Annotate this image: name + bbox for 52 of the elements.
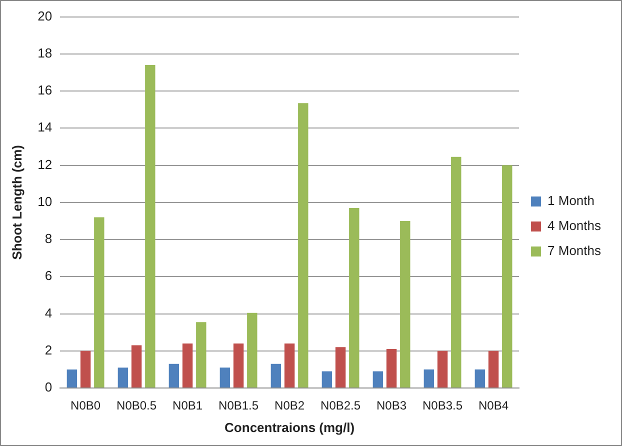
x-tick-label: N0B2 <box>274 398 305 413</box>
bar <box>349 208 360 388</box>
bar <box>372 371 384 388</box>
bar <box>386 349 397 388</box>
x-tick-label: N0B0 <box>70 398 101 413</box>
bar <box>488 350 499 388</box>
bar <box>94 217 104 388</box>
bar <box>270 364 282 388</box>
x-tick-label: N0B3.5 <box>422 398 463 413</box>
bar <box>424 369 434 388</box>
bar <box>322 371 332 388</box>
y-tick-label: 2 <box>44 342 52 358</box>
bar <box>182 343 193 388</box>
x-tick-label: N0B1 <box>172 398 203 413</box>
bar <box>80 350 91 388</box>
bar <box>66 369 78 388</box>
y-axis-title: Shoot Length (cm) <box>9 144 24 260</box>
bar <box>145 65 156 388</box>
bar <box>284 343 295 388</box>
x-tick-label: N0B0.5 <box>116 398 157 413</box>
bar <box>220 368 230 388</box>
bar <box>298 103 308 388</box>
bar <box>118 368 128 388</box>
bar <box>335 347 346 388</box>
x-tick-label: N0B3 <box>376 398 407 413</box>
y-tick-label: 0 <box>44 380 52 395</box>
y-tick-label: 16 <box>38 82 52 98</box>
x-tick-label: N0B2.5 <box>320 398 361 413</box>
bar <box>400 220 410 388</box>
legend-label: 1 Month <box>548 193 595 208</box>
bar <box>502 165 512 388</box>
legend-label: 7 Months <box>548 243 602 258</box>
y-tick-label: 20 <box>38 8 52 24</box>
bar <box>474 369 486 388</box>
y-tick-label: 10 <box>38 194 52 209</box>
y-tick-label: 8 <box>44 231 52 246</box>
x-axis-title: Concentraions (mg/l) <box>224 420 355 435</box>
bar <box>233 343 244 388</box>
x-tick-label: N0B4 <box>478 398 509 413</box>
bar <box>247 312 258 388</box>
y-tick-label: 18 <box>38 46 52 60</box>
bar <box>451 156 462 388</box>
y-tick-label: 4 <box>44 305 52 320</box>
bar <box>131 345 142 388</box>
bar <box>196 322 206 388</box>
legend-label: 4 Months <box>548 218 602 234</box>
bar <box>168 364 180 388</box>
bar <box>437 350 448 388</box>
y-tick-label: 6 <box>44 268 52 284</box>
x-tick-label: N0B1.5 <box>218 398 259 413</box>
y-tick-label: 14 <box>38 120 52 135</box>
y-tick-label: 12 <box>38 156 52 172</box>
